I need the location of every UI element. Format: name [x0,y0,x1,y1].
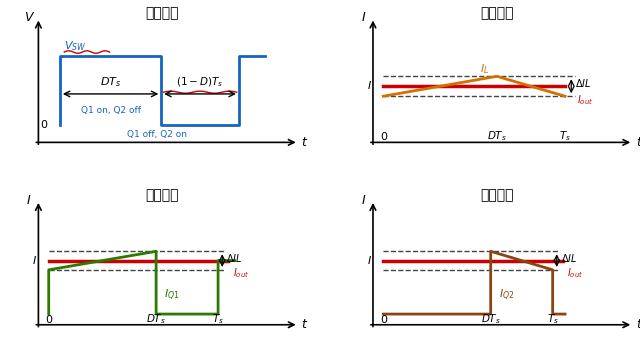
Text: 上管电流: 上管电流 [145,189,179,202]
Text: $I_{out}$: $I_{out}$ [232,267,249,280]
Text: I: I [361,193,365,207]
Text: 电感电流: 电感电流 [480,6,514,20]
Text: Q1 off, Q2 on: Q1 off, Q2 on [127,130,187,139]
Text: $I_{out}$: $I_{out}$ [577,93,594,107]
Text: 0: 0 [380,132,387,142]
Text: $DT_s$: $DT_s$ [481,313,500,327]
Text: Q1 on, Q2 off: Q1 on, Q2 off [81,106,141,115]
Text: $\Delta IL$: $\Delta IL$ [575,77,592,89]
Text: 0: 0 [45,315,52,325]
Text: I: I [367,256,371,265]
Text: $V_{SW}$: $V_{SW}$ [64,39,87,53]
Text: 下管电流: 下管电流 [480,189,514,202]
Text: V: V [24,11,33,24]
Text: 0: 0 [380,315,387,325]
Text: I: I [27,193,30,207]
Text: t: t [636,318,640,331]
Text: $\Delta IL$: $\Delta IL$ [561,252,577,264]
Text: $\Delta IL$: $\Delta IL$ [227,252,243,264]
Text: 0: 0 [40,120,47,130]
Text: I: I [361,11,365,24]
Text: t: t [301,136,306,149]
Text: I: I [367,81,371,91]
Text: $DT_s$: $DT_s$ [100,75,121,89]
Text: $(1-D)T_s$: $(1-D)T_s$ [177,76,224,89]
Text: 开关波形: 开关波形 [145,6,179,20]
Text: $I_{out}$: $I_{out}$ [567,267,583,280]
Text: $I_L$: $I_L$ [481,63,490,77]
Text: $DT_s$: $DT_s$ [146,313,166,327]
Text: $DT_s$: $DT_s$ [487,130,507,143]
Text: $I_{Q1}$: $I_{Q1}$ [164,288,180,303]
Text: $I_{Q2}$: $I_{Q2}$ [499,288,515,303]
Text: $T_s$: $T_s$ [212,313,224,327]
Text: t: t [301,318,306,331]
Text: I: I [33,256,36,265]
Text: $T_s$: $T_s$ [559,130,571,143]
Text: $T_s$: $T_s$ [547,313,559,327]
Text: t: t [636,136,640,149]
